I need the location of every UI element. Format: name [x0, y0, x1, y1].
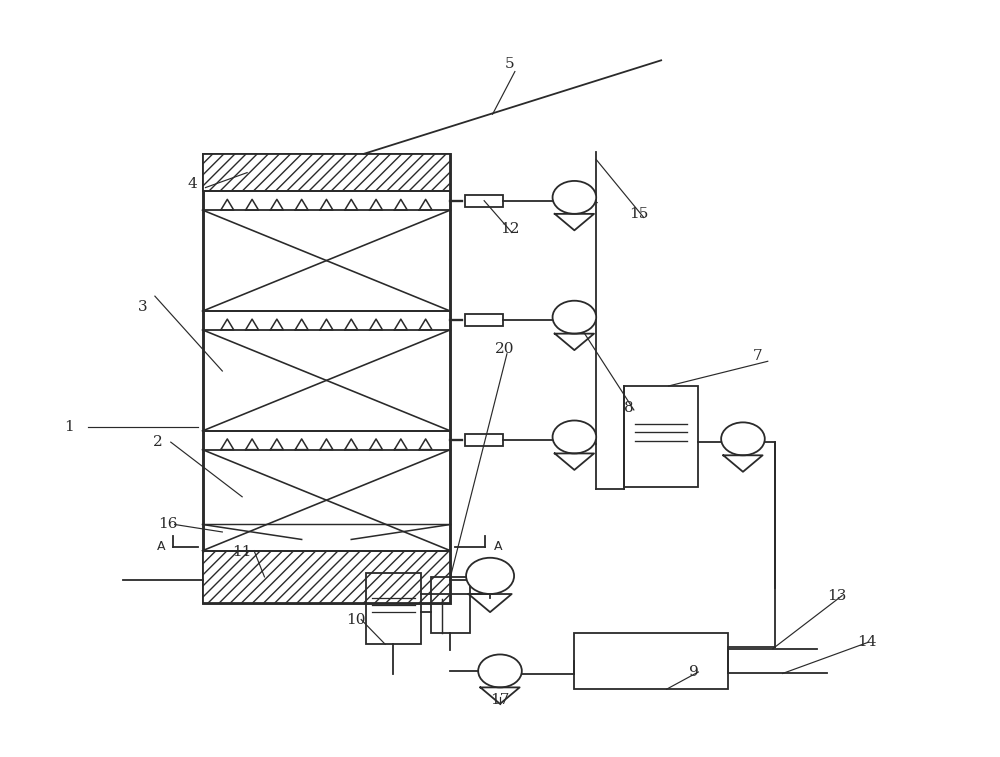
- Text: 20: 20: [495, 341, 515, 356]
- Text: 10: 10: [346, 612, 366, 627]
- Circle shape: [466, 558, 514, 594]
- Text: 1: 1: [64, 420, 74, 435]
- Circle shape: [721, 422, 765, 455]
- Bar: [465, 435, 503, 447]
- Text: 17: 17: [490, 693, 510, 708]
- Text: 16: 16: [158, 518, 178, 531]
- Text: 15: 15: [629, 207, 649, 221]
- Bar: [624, 386, 698, 487]
- Text: 8: 8: [624, 401, 634, 416]
- Text: 7: 7: [753, 349, 763, 363]
- Circle shape: [553, 181, 596, 214]
- Text: 13: 13: [827, 589, 847, 603]
- Text: 2: 2: [153, 435, 163, 449]
- Bar: [366, 573, 421, 644]
- Text: 6: 6: [584, 192, 594, 206]
- Circle shape: [553, 301, 596, 334]
- Text: A: A: [494, 540, 502, 553]
- Bar: [203, 154, 450, 603]
- Circle shape: [478, 655, 522, 687]
- Text: 14: 14: [857, 635, 877, 649]
- Text: 3: 3: [138, 301, 148, 314]
- Bar: [203, 154, 450, 192]
- Bar: [465, 314, 503, 326]
- Circle shape: [553, 420, 596, 453]
- Bar: [465, 195, 503, 207]
- Text: A: A: [157, 540, 165, 553]
- Text: 12: 12: [500, 222, 520, 235]
- Text: 4: 4: [188, 177, 197, 191]
- Bar: [574, 633, 728, 689]
- Text: 5: 5: [505, 57, 515, 71]
- Text: 11: 11: [232, 545, 252, 559]
- Bar: [203, 550, 450, 603]
- Text: 9: 9: [688, 665, 698, 679]
- Bar: [431, 577, 470, 633]
